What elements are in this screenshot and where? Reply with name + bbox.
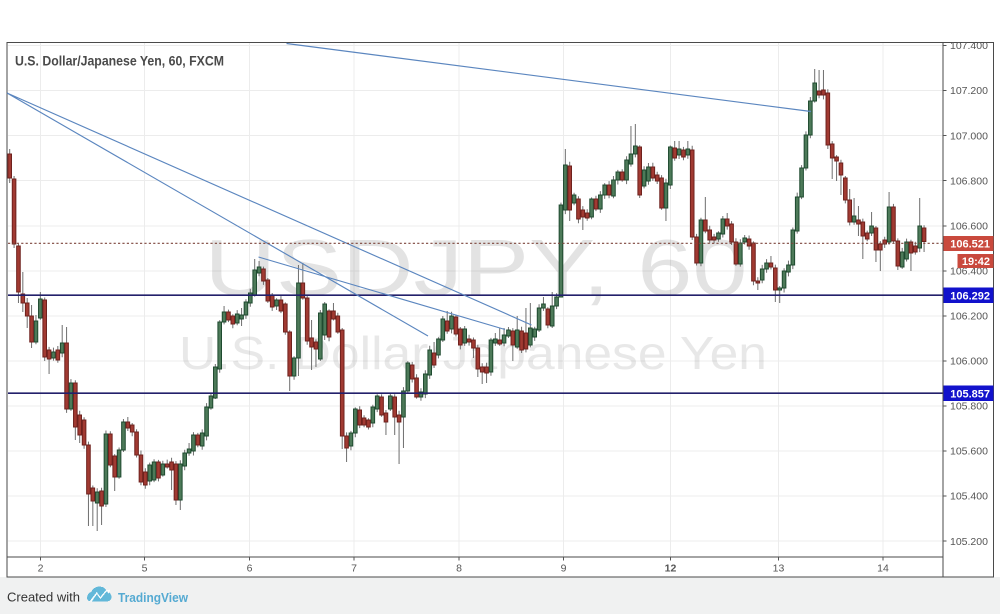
svg-text:105.200: 105.200 bbox=[950, 536, 988, 548]
svg-text:105.800: 105.800 bbox=[950, 401, 988, 413]
svg-text:106.600: 106.600 bbox=[950, 220, 988, 232]
svg-text:107.200: 107.200 bbox=[950, 85, 988, 97]
svg-text:12: 12 bbox=[665, 563, 677, 575]
svg-text:9: 9 bbox=[561, 563, 567, 575]
svg-text:14: 14 bbox=[877, 563, 889, 575]
svg-text:105.400: 105.400 bbox=[950, 491, 988, 503]
svg-text:2: 2 bbox=[38, 563, 44, 575]
svg-text:USDJPY, 60: USDJPY, 60 bbox=[205, 223, 748, 312]
svg-text:106.800: 106.800 bbox=[950, 175, 988, 187]
svg-text:105.857: 105.857 bbox=[950, 388, 990, 400]
svg-text:13: 13 bbox=[773, 563, 785, 575]
svg-text:19:42: 19:42 bbox=[962, 256, 990, 268]
svg-text:106.521: 106.521 bbox=[950, 239, 990, 251]
svg-text:8: 8 bbox=[456, 563, 462, 575]
svg-text:Created with: Created with bbox=[7, 590, 80, 605]
svg-text:5: 5 bbox=[142, 563, 148, 575]
svg-text:107.000: 107.000 bbox=[950, 130, 988, 142]
svg-text:107.400: 107.400 bbox=[950, 40, 988, 52]
svg-text:106.000: 106.000 bbox=[950, 356, 988, 368]
svg-text:106.292: 106.292 bbox=[950, 290, 990, 302]
svg-text:7: 7 bbox=[351, 563, 357, 575]
svg-text:6: 6 bbox=[247, 563, 253, 575]
svg-text:TradingView: TradingView bbox=[118, 590, 189, 605]
svg-text:105.600: 105.600 bbox=[950, 446, 988, 458]
svg-text:106.400: 106.400 bbox=[950, 266, 988, 278]
svg-text:U.S. Dollar/Japanese Yen, 60,: U.S. Dollar/Japanese Yen, 60, FXCM bbox=[15, 54, 224, 69]
svg-text:106.200: 106.200 bbox=[950, 311, 988, 323]
